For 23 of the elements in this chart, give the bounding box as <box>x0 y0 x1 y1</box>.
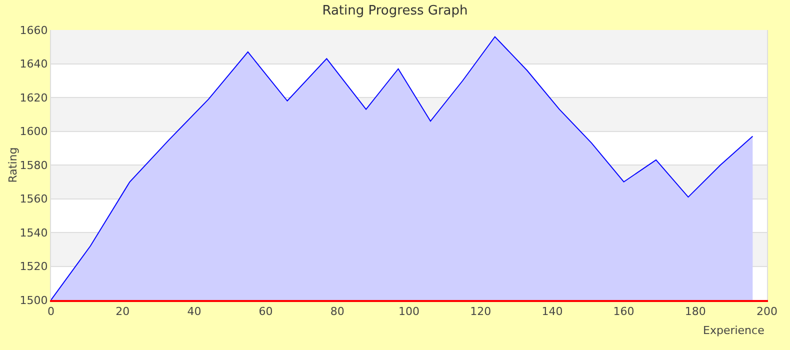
x-tick-label: 40 <box>187 304 202 318</box>
y-axis-title: Rating <box>6 147 20 183</box>
y-tick-label: 1620 <box>20 91 48 104</box>
x-axis-title: Experience <box>703 324 765 337</box>
y-tick-label: 1660 <box>20 24 48 37</box>
x-tick-label: 0 <box>48 304 54 318</box>
y-tick-label: 1640 <box>20 58 48 71</box>
x-tick-label: 60 <box>258 304 273 318</box>
x-tick-label: 180 <box>684 304 706 318</box>
y-tick-label: 1560 <box>20 192 48 206</box>
x-tick-label: 160 <box>613 304 634 318</box>
y-tick-label: 1540 <box>20 226 48 240</box>
y-tick-label: 1500 <box>20 294 48 307</box>
x-tick-label: 20 <box>116 304 130 318</box>
x-tick-label: 100 <box>398 304 420 318</box>
x-tick-label: 80 <box>330 304 344 318</box>
x-tick-label: 120 <box>470 304 492 318</box>
y-tick-label: 1520 <box>20 260 48 274</box>
y-tick-label: 1580 <box>20 158 48 172</box>
chart-title: Rating Progress Graph <box>322 3 468 18</box>
x-tick-label: 200 <box>756 304 778 318</box>
y-tick-label: 1600 <box>20 125 48 138</box>
x-tick-label: 140 <box>542 304 563 318</box>
